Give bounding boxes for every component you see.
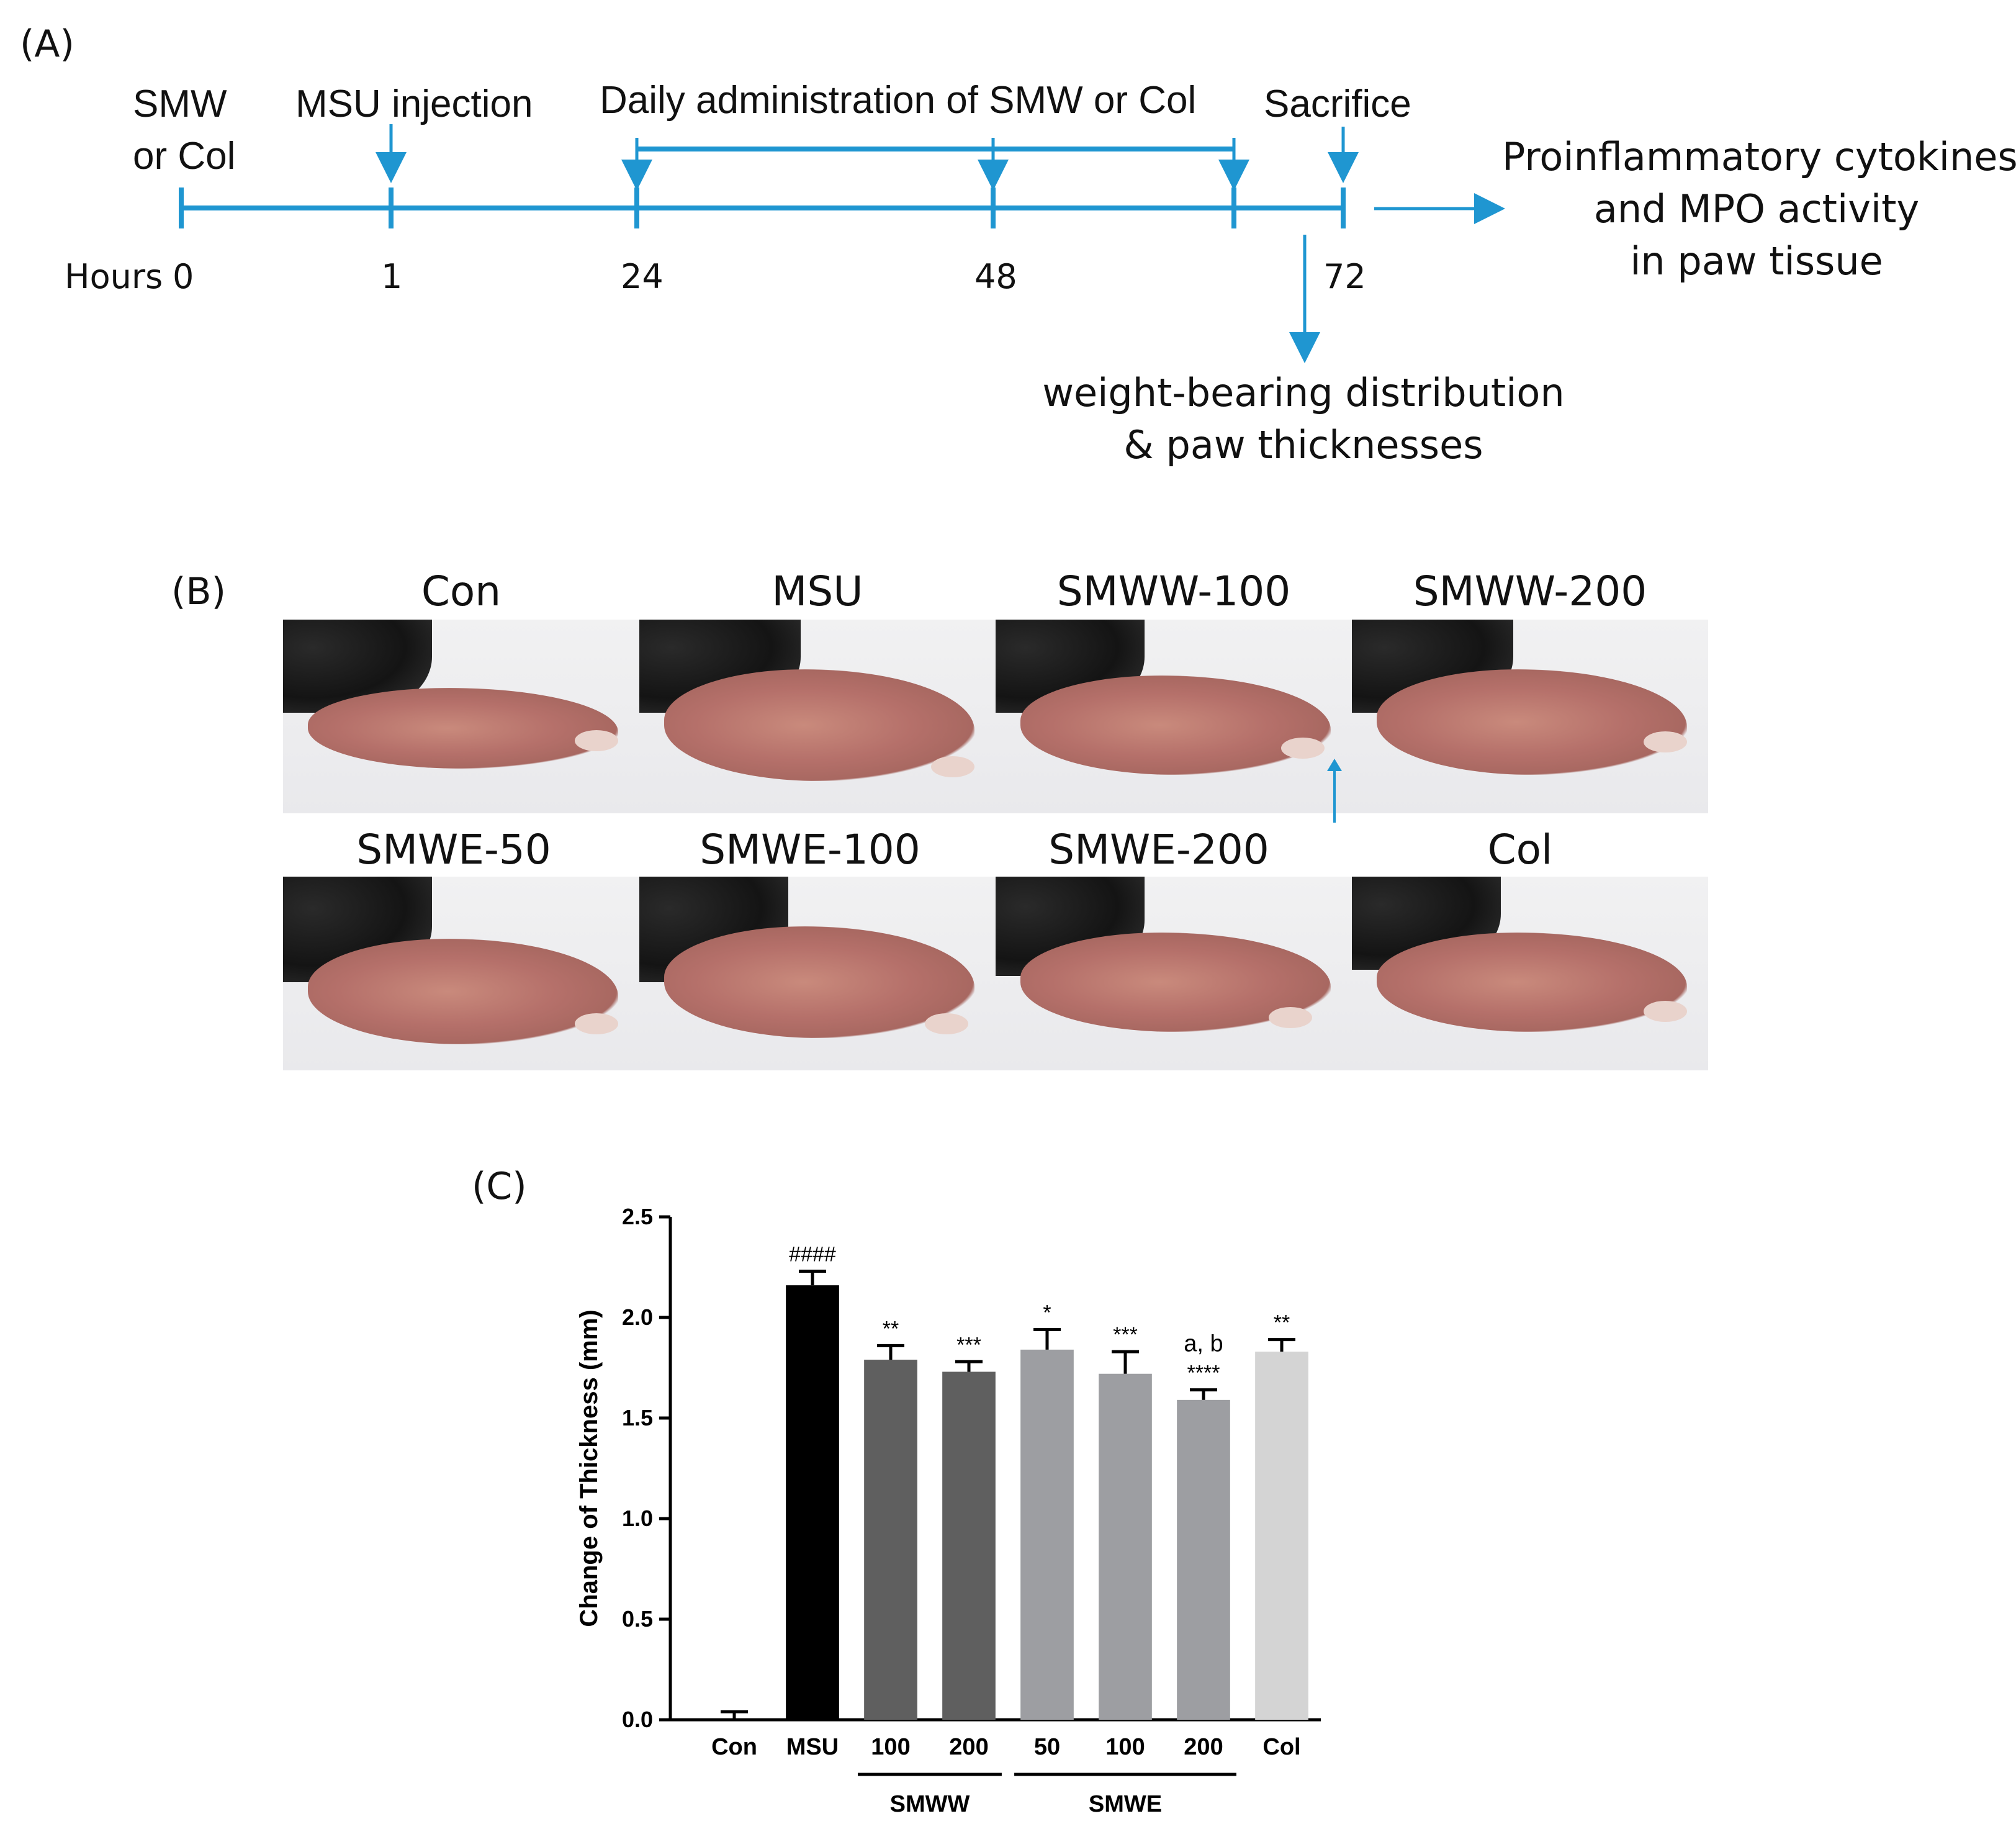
significance-label-5: ***	[1113, 1323, 1138, 1347]
event-smw-line1: SMW	[133, 83, 227, 125]
y-tick-label: 2.0	[622, 1304, 653, 1330]
bar-4	[1020, 1349, 1074, 1720]
outcome-right-line1: Proinflammatory cytokines,	[1502, 134, 2016, 179]
category-label-2: 100	[871, 1734, 910, 1760]
significance-label-4: *	[1043, 1301, 1051, 1324]
photo-label-smww-200: SMWW-200	[1413, 567, 1647, 615]
significance-label-1: ####	[789, 1242, 836, 1266]
hours-label: Hours	[65, 257, 163, 296]
outcome-below-line1: weight-bearing distribution	[1042, 370, 1565, 415]
paw-photo-smwe-100	[639, 877, 996, 1070]
group-label-0: SMWW	[890, 1791, 970, 1817]
bar-2	[864, 1360, 917, 1720]
thickness-bar-chart: 0.0 0.5 1.0 1.5 2.0 2.5 Change of Thickness (m…	[575, 1204, 1321, 1817]
significance-label-3: ***	[956, 1333, 981, 1357]
paw-photo-col	[1352, 877, 1708, 1070]
photo-label-smwe-50: SMWE-50	[356, 826, 551, 874]
panel-a-label: (A)	[20, 22, 74, 66]
category-label-6: 200	[1184, 1734, 1223, 1760]
event-smw-line2: or Col	[133, 135, 236, 178]
group-label-1: SMWE	[1089, 1791, 1162, 1817]
y-tick-label: 2.5	[622, 1204, 653, 1229]
category-label-7: Col	[1262, 1734, 1300, 1760]
paw-photo-smww-200	[1352, 620, 1708, 813]
category-label-5: 100	[1105, 1734, 1145, 1760]
photo-label-con: Con	[421, 567, 502, 615]
photo-label-smwe-200: SMWE-200	[1048, 826, 1269, 874]
y-axis-label: Change of Thickness (mm)	[575, 1309, 603, 1627]
photo-label-smwe-100: SMWE-100	[700, 826, 920, 874]
paw-photo-smww-100	[996, 620, 1352, 813]
y-tick-label: 1.0	[622, 1506, 653, 1531]
panel-b-label: (B)	[171, 570, 226, 613]
panel-c-label: (C)	[472, 1165, 527, 1208]
y-tick-label: 1.5	[622, 1405, 653, 1430]
paw-photo-msu	[639, 620, 996, 813]
tick-label-0: 0	[173, 257, 194, 296]
photo-label-msu: MSU	[772, 567, 863, 615]
event-sacrifice: Sacrifice	[1264, 83, 1411, 125]
extra-annotation-label: a, b	[1184, 1331, 1223, 1357]
event-msu-injection: MSU injection	[295, 83, 533, 125]
bar-5	[1099, 1373, 1152, 1720]
category-label-4: 50	[1034, 1734, 1060, 1760]
category-label-0: Con	[711, 1734, 757, 1760]
bar-3	[942, 1371, 996, 1720]
category-label-3: 200	[949, 1734, 988, 1760]
paw-photo-smwe-50	[283, 877, 639, 1070]
photo-label-smww-100: SMWW-100	[1056, 567, 1291, 615]
tick-label-1: 1	[381, 257, 403, 296]
paw-photo-smwe-200	[996, 877, 1352, 1070]
outcome-below-line2: & paw thicknesses	[1123, 422, 1483, 468]
photo-label-col: Col	[1487, 826, 1553, 874]
bar-1	[786, 1285, 839, 1720]
outcome-right-line2: and MPO activity	[1593, 186, 1920, 232]
tick-label-48: 48	[974, 257, 1017, 296]
tick-label-72: 72	[1323, 257, 1366, 296]
significance-label-7: **	[1274, 1311, 1290, 1335]
bar-6	[1177, 1399, 1230, 1720]
indicator-arrow	[1327, 759, 1342, 823]
y-tick-label: 0.0	[622, 1707, 653, 1732]
category-label-1: MSU	[786, 1734, 839, 1760]
significance-label-6: ****	[1187, 1362, 1220, 1385]
timeline-diagram	[179, 124, 1505, 363]
y-tick-label: 0.5	[622, 1606, 653, 1632]
bar-7	[1255, 1352, 1308, 1720]
tick-label-24: 24	[621, 257, 664, 296]
significance-label-2: **	[883, 1317, 899, 1340]
event-daily-administration: Daily administration of SMW or Col	[600, 79, 1197, 122]
outcome-right-line3: in paw tissue	[1630, 238, 1883, 284]
paw-photo-con	[283, 620, 639, 813]
